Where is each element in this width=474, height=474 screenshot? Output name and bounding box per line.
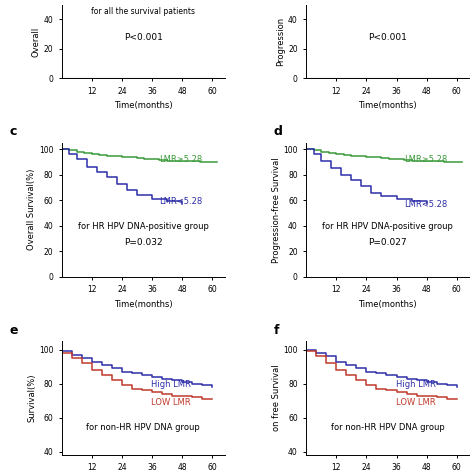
Text: LMR≥5.28: LMR≥5.28 — [159, 155, 203, 164]
X-axis label: Time(months): Time(months) — [358, 101, 417, 110]
Text: LOW LMR: LOW LMR — [151, 398, 191, 407]
Text: High LMR: High LMR — [396, 380, 436, 389]
Y-axis label: Overall: Overall — [32, 27, 41, 57]
Text: LMR<5.28: LMR<5.28 — [159, 198, 203, 206]
Text: d: d — [273, 125, 283, 138]
Text: LOW LMR: LOW LMR — [396, 398, 436, 407]
Text: c: c — [9, 125, 17, 138]
Text: P<0.001: P<0.001 — [368, 33, 407, 42]
Y-axis label: Progression: Progression — [276, 17, 285, 66]
Text: LMR<5.28: LMR<5.28 — [404, 200, 447, 209]
Text: for all the survival patients: for all the survival patients — [91, 7, 195, 16]
Y-axis label: on free Survival: on free Survival — [272, 365, 281, 431]
X-axis label: Time(months): Time(months) — [358, 300, 417, 309]
Text: for HR HPV DNA-positive group: for HR HPV DNA-positive group — [322, 221, 453, 230]
X-axis label: Time(months): Time(months) — [114, 300, 173, 309]
Text: P=0.027: P=0.027 — [368, 237, 407, 246]
Text: for non-HR HPV DNA group: for non-HR HPV DNA group — [331, 423, 445, 432]
Text: for HR HPV DNA-positive group: for HR HPV DNA-positive group — [78, 221, 209, 230]
Y-axis label: Overall Survival(%): Overall Survival(%) — [27, 169, 36, 250]
Text: e: e — [9, 324, 18, 337]
Y-axis label: Progression-free Survival: Progression-free Survival — [272, 157, 281, 263]
Y-axis label: Survival(%): Survival(%) — [27, 374, 36, 422]
Text: P=0.032: P=0.032 — [124, 237, 163, 246]
Text: f: f — [273, 324, 279, 337]
X-axis label: Time(months): Time(months) — [114, 101, 173, 110]
Text: High LMR: High LMR — [151, 380, 191, 389]
Text: LMR≥5.28: LMR≥5.28 — [404, 155, 447, 164]
Text: P<0.001: P<0.001 — [124, 33, 163, 42]
Text: for non-HR HPV DNA group: for non-HR HPV DNA group — [86, 423, 200, 432]
